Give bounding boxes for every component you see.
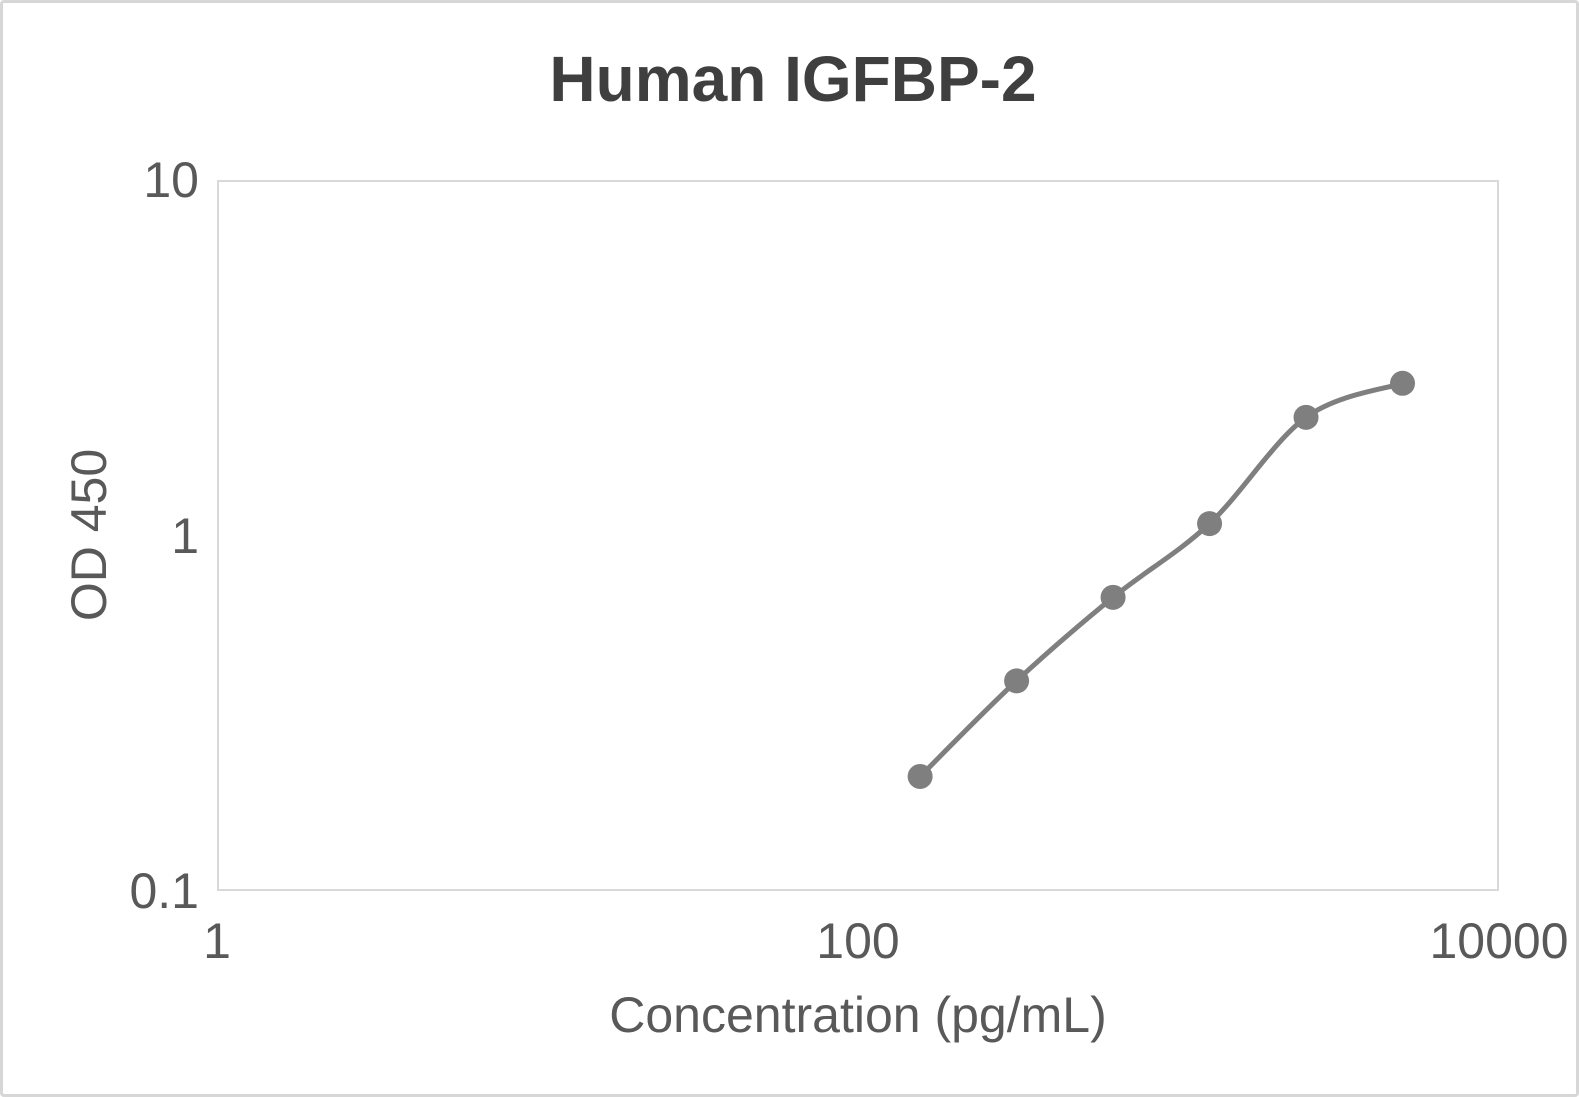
x-axis-title: Concentration (pg/mL) [609, 987, 1107, 1043]
y-axis-title: OD 450 [61, 448, 117, 622]
y-tick-label: 1 [171, 507, 199, 564]
y-tick-label: 0.1 [129, 863, 199, 919]
chart-title: Human IGFBP-2 [549, 43, 1037, 115]
y-tick-label: 10 [143, 152, 199, 208]
x-tick-label: 100 [816, 913, 900, 969]
plot-area [217, 180, 1499, 891]
x-tick-label: 10000 [1429, 913, 1569, 969]
x-tick-label: 1 [203, 913, 231, 969]
